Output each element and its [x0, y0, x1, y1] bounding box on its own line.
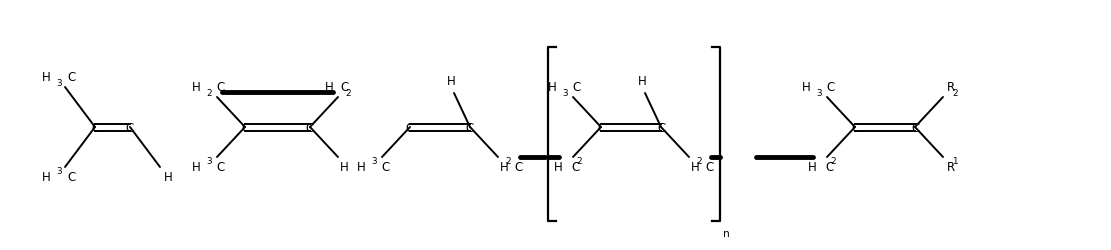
Text: R: R [947, 161, 955, 174]
Text: 2: 2 [577, 157, 582, 166]
Text: 3: 3 [371, 157, 377, 166]
Text: 2: 2 [207, 89, 212, 98]
Text: 3: 3 [207, 157, 212, 166]
Text: H: H [554, 161, 563, 174]
Text: 3: 3 [562, 89, 568, 98]
Text: C: C [340, 81, 348, 94]
Text: C: C [705, 161, 713, 174]
Text: 2: 2 [346, 89, 351, 98]
Text: C: C [911, 121, 919, 134]
Text: C: C [571, 161, 579, 174]
Text: H: H [548, 81, 557, 94]
Text: 2: 2 [697, 157, 702, 166]
Text: H: H [163, 171, 172, 184]
Text: C: C [657, 121, 665, 134]
Text: C: C [126, 121, 134, 134]
Text: R: R [947, 81, 955, 94]
Text: C: C [851, 121, 859, 134]
Text: C: C [216, 81, 224, 94]
Text: C: C [825, 161, 833, 174]
Text: H: H [326, 81, 334, 94]
Text: C: C [572, 81, 580, 94]
Text: H: H [192, 81, 201, 94]
Text: H: H [808, 161, 817, 174]
Text: C: C [825, 81, 834, 94]
Text: C: C [67, 71, 76, 84]
Text: H: H [42, 171, 51, 184]
Text: C: C [597, 121, 605, 134]
Text: 3: 3 [57, 79, 62, 88]
Text: C: C [216, 161, 224, 174]
Text: C: C [306, 121, 314, 134]
Text: H: H [802, 81, 811, 94]
Text: C: C [406, 121, 414, 134]
Text: H: H [691, 161, 700, 174]
Text: 2: 2 [506, 157, 511, 166]
Text: H: H [340, 161, 349, 174]
Text: C: C [241, 121, 249, 134]
Text: C: C [514, 161, 522, 174]
Text: H: H [192, 161, 201, 174]
Text: 1: 1 [952, 157, 958, 166]
Text: H: H [42, 71, 51, 84]
Text: H: H [447, 75, 456, 88]
Text: H: H [638, 75, 647, 88]
Text: H: H [358, 161, 366, 174]
Text: C: C [466, 121, 474, 134]
Text: C: C [67, 171, 76, 184]
Text: C: C [91, 121, 99, 134]
Text: 2: 2 [830, 157, 835, 166]
Text: H: H [500, 161, 509, 174]
Text: n: n [723, 228, 730, 238]
Text: 3: 3 [57, 167, 62, 176]
Text: 3: 3 [817, 89, 822, 98]
Text: 2: 2 [952, 89, 958, 98]
Text: C: C [381, 161, 389, 174]
